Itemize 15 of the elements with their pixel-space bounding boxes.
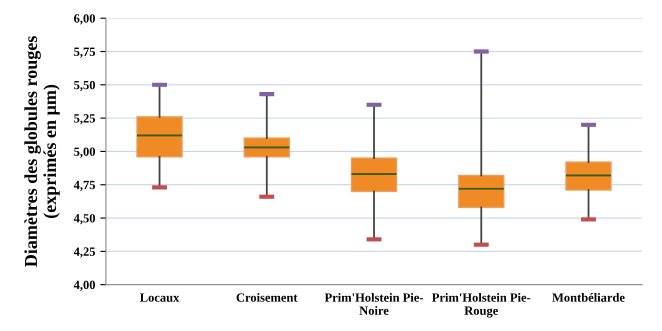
x-tick-label: Locaux [140, 293, 180, 302]
y-tick-label: 4,25 [74, 247, 96, 258]
y-tick-label: 5,50 [74, 80, 96, 92]
y-tick-label: 6,00 [74, 14, 96, 24]
x-tick-label: Prim'Holstein Pie-Rouge [432, 292, 530, 318]
y-tick-label: 4,00 [74, 280, 96, 291]
y-tick-label: 4,50 [74, 214, 96, 224]
y-axis-title: Diamètres des globules rouges (exprimés en µm) [24, 36, 60, 267]
y-tick-label: 5,25 [74, 114, 96, 124]
y-tick-label: 5,00 [74, 147, 96, 158]
x-tick-label: Prim'Holstein Pie-Noire [324, 292, 424, 315]
y-tick-label: 5,75 [74, 48, 96, 58]
y-tick-label: 4,75 [74, 180, 96, 192]
x-tick-label: Croisement [236, 292, 298, 302]
x-tick-label: Montbéliarde [552, 292, 625, 302]
